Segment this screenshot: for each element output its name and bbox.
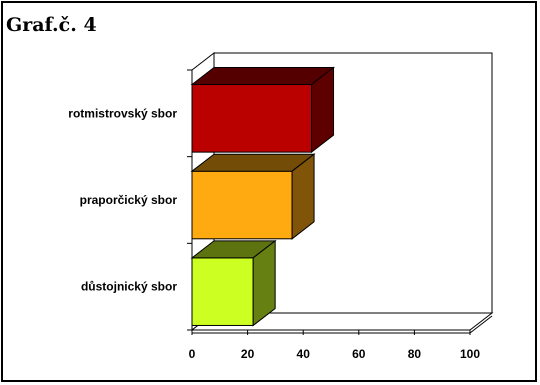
x-tick-label: 0: [189, 347, 196, 361]
x-tick-label: 100: [460, 347, 480, 361]
bar: [190, 239, 277, 327]
bar-front: [191, 257, 254, 326]
bar-side: [311, 66, 335, 154]
bar-front: [191, 84, 313, 153]
x-axis: [191, 329, 471, 335]
category-labels: rotmistrovský sbor praporčický sbor důstoj…: [68, 106, 177, 293]
category-label: důstojnický sbor: [81, 280, 177, 294]
x-tick-label: 40: [297, 347, 311, 361]
x-tick-label: 20: [241, 347, 255, 361]
figure-title: Graf.č. 4: [6, 14, 97, 36]
bar: [190, 153, 316, 240]
bar-side: [252, 239, 276, 327]
bars: [190, 66, 336, 327]
y-axis: [187, 69, 193, 331]
floor-right-edge: [469, 315, 493, 334]
bar: [190, 66, 336, 154]
bar-front: [191, 170, 293, 240]
category-label: rotmistrovský sbor: [68, 106, 177, 120]
x-tick-labels: 0 20 40 60 80 100: [189, 347, 481, 361]
category-label: praporčický sbor: [80, 193, 178, 207]
x-tick-label: 60: [352, 347, 366, 361]
x-tick-label: 80: [408, 347, 422, 361]
bar-top: [190, 67, 336, 86]
bar-side: [291, 153, 315, 240]
